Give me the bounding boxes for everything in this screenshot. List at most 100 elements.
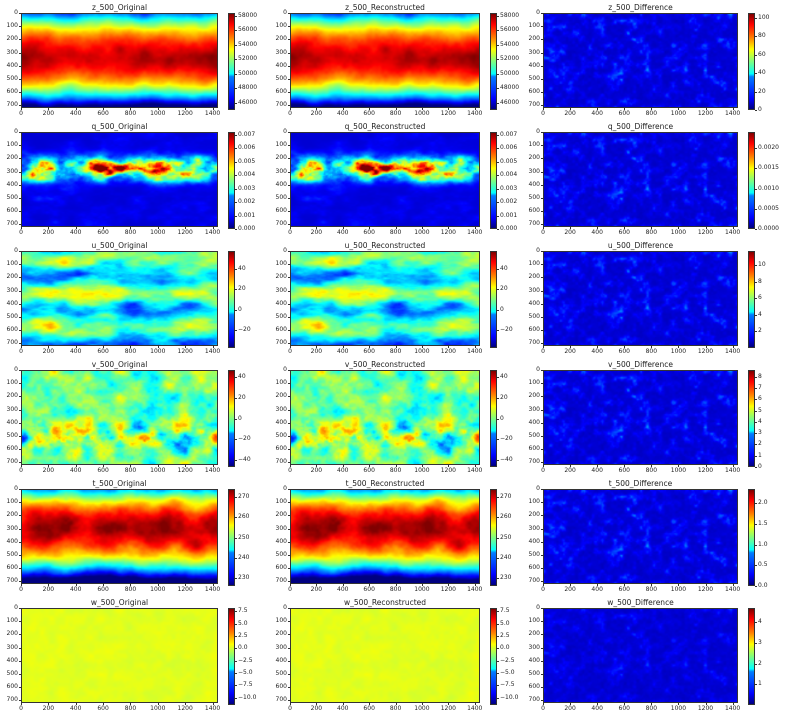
y-tick-label: 200 bbox=[275, 511, 287, 519]
colorbar-tick-mark bbox=[497, 672, 499, 674]
y-tick-mark bbox=[541, 105, 543, 106]
colorbar-tick-mark bbox=[497, 73, 499, 75]
y-tick-label: 0 bbox=[536, 366, 540, 373]
colorbar-tick-label: 2.5 bbox=[238, 632, 248, 640]
y-tick-mark bbox=[288, 145, 290, 146]
panel-title: q_500_Difference bbox=[607, 122, 674, 131]
x-tick-mark bbox=[624, 584, 625, 586]
heatmap-image bbox=[290, 370, 480, 465]
x-tick-mark bbox=[678, 584, 679, 586]
colorbar-tick-mark bbox=[497, 557, 499, 559]
x-tick-label: 0 bbox=[541, 467, 545, 474]
colorbar-tick-mark bbox=[755, 110, 757, 111]
y-tick-mark bbox=[19, 145, 21, 146]
x-tick-label: 400 bbox=[69, 229, 82, 236]
x-tick-mark bbox=[185, 465, 186, 467]
y-tick-label: 0 bbox=[283, 604, 287, 611]
y-tick-label: 600 bbox=[528, 445, 540, 453]
y-tick-label: 0 bbox=[14, 366, 18, 373]
colorbar-tick-mark bbox=[755, 73, 757, 74]
y-tick-label: 100 bbox=[528, 498, 540, 506]
y-tick-mark bbox=[19, 370, 21, 371]
x-tick-mark bbox=[570, 227, 571, 229]
colorbar-tick-mark bbox=[497, 88, 499, 89]
y-tick-mark bbox=[541, 316, 543, 318]
y-tick-label: 0 bbox=[536, 247, 540, 254]
x-tick-mark bbox=[130, 584, 131, 586]
y-tick-label: 600 bbox=[275, 683, 287, 691]
y-tick-mark bbox=[288, 277, 290, 278]
y-tick-mark bbox=[541, 462, 543, 463]
colorbar-tick-label: 2.0 bbox=[758, 499, 768, 507]
x-tick-label: 400 bbox=[69, 705, 82, 712]
colorbar-tick-label: 2.5 bbox=[500, 632, 510, 640]
colorbar-tick-label: −2.5 bbox=[500, 656, 515, 664]
heatmap-image bbox=[543, 370, 738, 465]
x-tick-label: 800 bbox=[645, 586, 658, 593]
y-tick-label: 500 bbox=[275, 193, 287, 201]
x-tick-mark bbox=[570, 465, 571, 467]
y-tick-mark bbox=[541, 383, 543, 384]
x-tick-mark bbox=[157, 465, 159, 467]
colorbar-tick-label: 0.005 bbox=[500, 157, 518, 165]
x-tick-mark bbox=[316, 465, 317, 467]
colorbar-tick-label: 20 bbox=[238, 285, 246, 293]
colorbar-tick-label: 2 bbox=[758, 659, 762, 667]
y-tick-label: 500 bbox=[528, 550, 540, 558]
y-tick-mark bbox=[19, 568, 21, 569]
colorbar-tick-mark bbox=[755, 684, 757, 685]
panel-title: t_500_Difference bbox=[608, 479, 673, 488]
x-tick-label: 400 bbox=[591, 586, 603, 593]
x-tick-label: 400 bbox=[591, 348, 603, 355]
x-tick-label: 600 bbox=[618, 586, 630, 593]
x-tick-mark bbox=[543, 465, 544, 467]
colorbar bbox=[748, 489, 755, 586]
x-tick-label: 800 bbox=[389, 110, 402, 117]
x-tick-label: 0 bbox=[541, 229, 545, 236]
x-tick-mark bbox=[597, 584, 598, 586]
x-tick-mark bbox=[21, 227, 22, 229]
y-tick-mark bbox=[19, 647, 21, 649]
y-tick-mark bbox=[288, 39, 290, 40]
colorbar-tick-mark bbox=[497, 439, 499, 440]
x-tick-mark bbox=[732, 703, 734, 705]
colorbar-tick-label: 20 bbox=[758, 87, 766, 95]
y-tick-label: 700 bbox=[528, 220, 540, 228]
x-tick-label: 1000 bbox=[670, 467, 687, 474]
y-tick-label: 0 bbox=[536, 128, 540, 135]
x-tick-label: 1400 bbox=[467, 229, 483, 236]
y-tick-mark bbox=[19, 515, 21, 516]
y-tick-label: 100 bbox=[6, 260, 18, 268]
colorbar-tick-mark bbox=[755, 208, 757, 210]
y-tick-mark bbox=[19, 92, 21, 93]
y-tick-label: 300 bbox=[275, 167, 287, 175]
colorbar-tick-label: 50000 bbox=[238, 69, 258, 77]
y-tick-mark bbox=[19, 383, 21, 384]
x-tick-mark bbox=[624, 465, 625, 467]
colorbar-tick-label: 5 bbox=[758, 406, 762, 414]
colorbar-tick-mark bbox=[497, 148, 499, 149]
colorbar-tick-label: 0.003 bbox=[500, 184, 518, 192]
x-tick-label: 200 bbox=[310, 467, 323, 474]
panel-title: z_500_Original bbox=[91, 3, 148, 12]
x-tick-mark bbox=[448, 108, 449, 110]
y-tick-label: 700 bbox=[6, 577, 18, 585]
x-tick-label: 1200 bbox=[440, 348, 456, 355]
colorbar-tick-label: 0.002 bbox=[238, 198, 256, 206]
panel-title: q_500_Original bbox=[91, 122, 148, 131]
colorbar bbox=[490, 132, 497, 229]
x-tick-mark bbox=[395, 227, 397, 229]
colorbar-tick-label: 48000 bbox=[500, 84, 520, 92]
y-tick-mark bbox=[541, 92, 543, 93]
colorbar bbox=[490, 251, 497, 348]
x-tick-label: 1200 bbox=[697, 467, 714, 474]
y-tick-label: 700 bbox=[6, 696, 18, 704]
heatmap-image bbox=[543, 13, 738, 108]
x-tick-label: 0 bbox=[19, 705, 23, 712]
x-tick-label: 400 bbox=[337, 229, 349, 236]
colorbar-tick-label: 0.5 bbox=[758, 561, 768, 569]
y-tick-mark bbox=[541, 660, 543, 662]
y-tick-label: 100 bbox=[528, 379, 540, 387]
colorbar bbox=[748, 370, 755, 467]
y-tick-mark bbox=[19, 184, 21, 186]
